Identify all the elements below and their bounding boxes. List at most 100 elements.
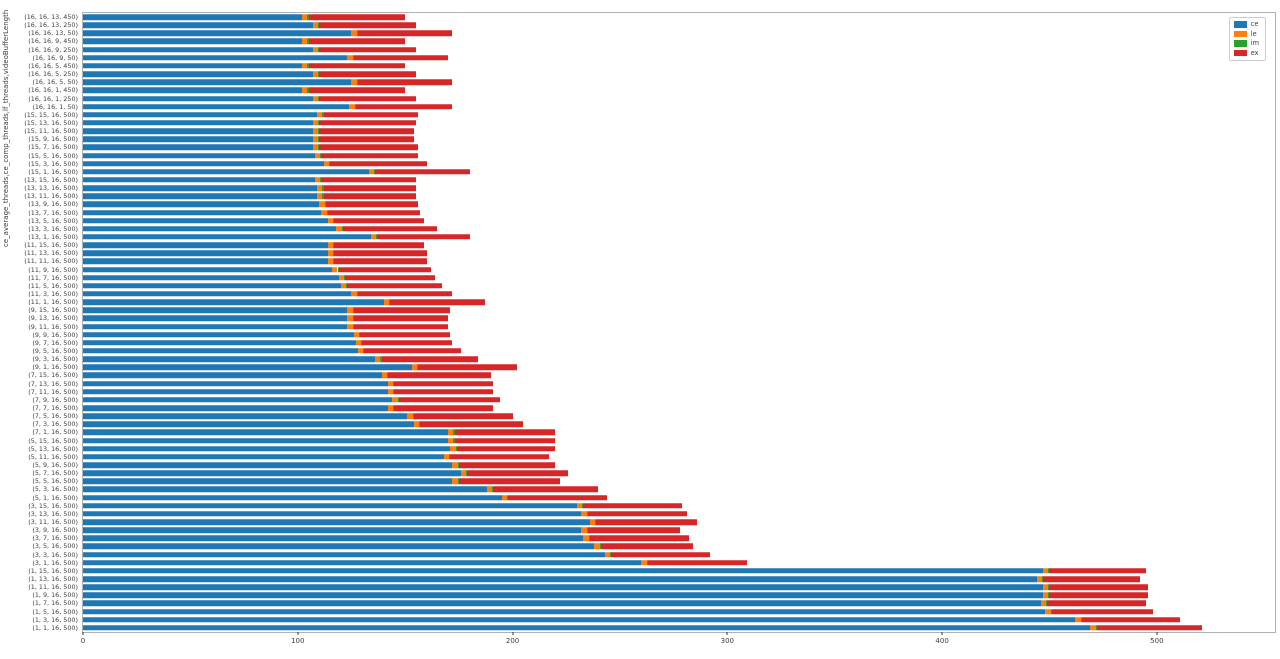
legend-swatch — [1233, 30, 1247, 38]
bar-segment-im — [380, 356, 382, 362]
bar-segment-im — [646, 560, 648, 566]
bar-label: (16, 16, 5, 450) — [28, 61, 78, 70]
bar-segment-ce — [83, 79, 352, 85]
bar-segment-im — [352, 55, 354, 61]
bar-label: (15, 1, 16, 500) — [28, 167, 78, 176]
bar-segment-le — [387, 405, 394, 411]
bar-segment-le — [312, 95, 319, 102]
bar-label: (13, 1, 16, 500) — [28, 232, 78, 241]
bar-segment-ce — [83, 299, 384, 305]
bar-segment-ce — [83, 283, 341, 289]
x-tick-label: 200 — [505, 637, 520, 645]
bar-row: (1, 5, 16, 500) — [32, 608, 1275, 616]
bar-segment-ce — [83, 136, 313, 142]
bar-segment-ce — [83, 63, 303, 69]
bar-segment-le — [604, 551, 611, 558]
bar-label: (7, 3, 16, 500) — [32, 420, 78, 429]
bar-segment-ex — [1049, 584, 1149, 590]
bar-segment-le — [327, 250, 334, 256]
bar-label: (3, 7, 16, 500) — [32, 534, 78, 543]
bar-row: (9, 15, 16, 500) — [28, 306, 1275, 314]
bar-segment-ce — [83, 511, 582, 517]
bar-segment-ex — [327, 209, 421, 216]
legend-entry: ce — [1233, 21, 1259, 28]
bar-segment-im — [318, 128, 320, 134]
bar-row: (5, 5, 16, 500) — [32, 477, 1275, 485]
bar-segment-ce — [83, 421, 414, 428]
bar-row: (15, 15, 16, 500) — [24, 111, 1275, 119]
bar-label: (1, 11, 16, 500) — [28, 583, 78, 592]
bar-label: (9, 5, 16, 500) — [32, 346, 78, 355]
bar-label: (16, 16, 13, 450) — [24, 13, 78, 22]
bar-segment-ce — [83, 103, 350, 110]
bar-row: (16, 16, 5, 250) — [28, 70, 1275, 78]
bar-segment-im — [449, 454, 451, 460]
bar-label: (1, 13, 16, 500) — [28, 575, 78, 584]
legend-swatch — [1233, 49, 1247, 57]
bar-segment-ce — [83, 380, 388, 387]
bar-segment-ex — [353, 55, 449, 61]
bar-row: (16, 16, 1, 450) — [28, 86, 1275, 94]
bar-label: (5, 9, 16, 500) — [32, 461, 78, 470]
x-tick-label: 500 — [1150, 637, 1164, 645]
legend-entry: ex — [1233, 49, 1259, 57]
bar-segment-im — [588, 535, 590, 542]
bar-segment-ex — [600, 543, 693, 550]
bar-segment-ce — [83, 209, 322, 216]
bar-segment-le — [312, 22, 319, 28]
bar-segment-le — [641, 560, 647, 566]
bar-row: (3, 5, 16, 500) — [32, 542, 1275, 550]
legend-label: im — [1250, 39, 1259, 47]
bar-row: (16, 16, 1, 250) — [28, 94, 1275, 103]
bar-label: (9, 15, 16, 500) — [28, 306, 78, 315]
bar-label: (11, 11, 16, 500) — [24, 257, 78, 266]
bar-row: (13, 15, 16, 500) — [24, 176, 1275, 184]
bar-segment-im — [1050, 608, 1052, 615]
bar-segment-im — [457, 478, 459, 485]
bar-label: (15, 3, 16, 500) — [28, 159, 78, 168]
bar-segment-le — [448, 437, 454, 444]
bar-segment-ex — [413, 413, 513, 419]
bar-segment-ex — [334, 242, 425, 248]
bar-label: (1, 5, 16, 500) — [32, 607, 78, 616]
bar-segment-le — [357, 348, 364, 354]
bar-segment-im — [320, 177, 322, 183]
bar-segment-le — [583, 535, 589, 542]
bar-row: (1, 1, 16, 500) — [32, 624, 1275, 632]
bar-segment-le — [411, 364, 417, 371]
bar-segment-le — [1075, 617, 1081, 623]
bar-row: (3, 11, 16, 500) — [28, 518, 1275, 526]
bar-segment-ce — [83, 112, 318, 118]
bar-segment-le — [349, 103, 355, 110]
bar-segment-le — [351, 291, 357, 297]
bar-segment-ex — [321, 152, 419, 159]
bar-segment-ex — [1049, 592, 1149, 599]
bar-segment-le — [450, 445, 456, 452]
bar-row: (9, 3, 16, 500) — [32, 355, 1275, 363]
bar-segment-ex — [611, 551, 711, 558]
bar-row: (5, 9, 16, 500) — [32, 461, 1275, 469]
bar-segment-ex — [308, 14, 406, 20]
bar-segment-ex — [308, 38, 406, 45]
bar-segment-le — [576, 502, 583, 509]
bar-segment-ex — [1047, 600, 1147, 607]
bar-segment-im — [333, 258, 335, 265]
bar-segment-ce — [83, 323, 348, 330]
bar-segment-im — [419, 421, 421, 428]
bar-row: (9, 9, 16, 500) — [32, 331, 1275, 339]
bar-segment-im — [322, 193, 324, 199]
bar-segment-im — [318, 22, 320, 28]
bar-segment-ce — [83, 429, 449, 436]
bar-segment-ce — [83, 38, 303, 45]
bar-segment-le — [383, 299, 390, 305]
bar-label: (5, 11, 16, 500) — [28, 452, 78, 461]
bar-segment-im — [358, 331, 361, 338]
bar-label: (13, 15, 16, 500) — [24, 175, 78, 184]
y-axis-label: ce_average_threads,ce_comp_threads,lf_th… — [2, 9, 10, 247]
bar-segment-ce — [83, 356, 376, 362]
bar-segment-ce — [83, 576, 1037, 582]
bar-segment-ce — [83, 608, 1046, 615]
bar-segment-ce — [83, 217, 328, 224]
bar-segment-le — [443, 454, 450, 460]
bar-segment-ce — [83, 71, 313, 77]
